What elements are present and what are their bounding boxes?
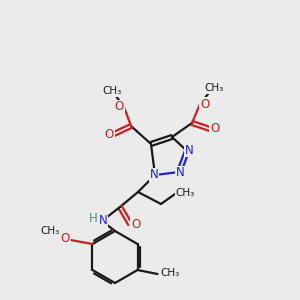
Text: CH₃: CH₃ <box>102 86 122 96</box>
Text: N: N <box>99 214 107 226</box>
Text: H: H <box>88 212 98 226</box>
Text: N: N <box>176 167 184 179</box>
Text: O: O <box>104 128 114 140</box>
Text: O: O <box>200 98 210 110</box>
Text: CH₃: CH₃ <box>176 188 195 198</box>
Text: CH₃: CH₃ <box>160 268 179 278</box>
Text: O: O <box>114 100 124 113</box>
Text: O: O <box>210 122 220 136</box>
Text: O: O <box>61 232 70 245</box>
Text: CH₃: CH₃ <box>41 226 60 236</box>
Text: N: N <box>150 169 158 182</box>
Text: CH₃: CH₃ <box>204 83 224 93</box>
Text: O: O <box>131 218 141 230</box>
Text: N: N <box>184 143 194 157</box>
